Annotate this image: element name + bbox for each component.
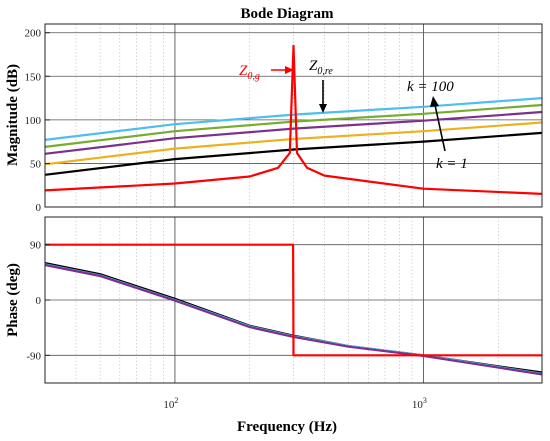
magnitude-series-line-1: [44, 103, 543, 148]
y-tick-label: 50: [30, 158, 42, 170]
y-tick-label: 200: [25, 28, 42, 40]
z0re-label: Z0,re: [309, 58, 333, 77]
annotation-z0g: Z0,g: [239, 63, 294, 82]
x-axis-label: Frequency (Hz): [237, 419, 337, 435]
k100-label: k = 100: [407, 79, 454, 95]
x-tick-label: 102: [163, 396, 178, 411]
z0re-arrow-head: [319, 104, 327, 113]
x-tick-label: 103: [412, 396, 427, 411]
magnitude-series-group: [44, 44, 543, 195]
y-tick-label: 90: [30, 240, 42, 252]
magnitude-series-line-5: [44, 44, 543, 195]
magnitude-series-line-4: [44, 131, 543, 176]
x-ticks: 102 103: [163, 396, 427, 411]
phase-y-axis-label: Phase (deg): [5, 263, 21, 337]
magnitude-series-line-3: [44, 121, 543, 166]
phase-series-group: [44, 243, 543, 376]
y-tick-label: 0: [36, 295, 42, 307]
y-tick-label: 100: [25, 115, 42, 127]
magnitude-series-line-0: [44, 97, 543, 141]
k1-label: k = 1: [436, 156, 468, 172]
magnitude-y-ticks: 0 50 100 150 200: [25, 28, 50, 214]
z0g-arrow-head: [285, 66, 294, 74]
annotation-z0re: Z0,re: [309, 58, 333, 113]
y-tick-label: -90: [26, 350, 41, 362]
chart-title: Bode Diagram: [241, 6, 334, 22]
magnitude-series-line-2: [44, 110, 543, 155]
magnitude-y-axis-label: Magnitude (dB): [5, 64, 21, 166]
z0g-label: Z0,g: [239, 63, 260, 82]
magnitude-frame: [44, 23, 543, 208]
phase-y-ticks: 90 0 -90: [26, 240, 50, 362]
k-arrow-head: [430, 96, 439, 107]
y-tick-label: 150: [25, 71, 42, 83]
annotation-k-range: k = 100 k = 1: [407, 79, 468, 172]
phase-series-line-3: [45, 243, 542, 357]
k-arrow-shaft: [434, 104, 446, 152]
y-tick-label: 0: [36, 202, 42, 214]
